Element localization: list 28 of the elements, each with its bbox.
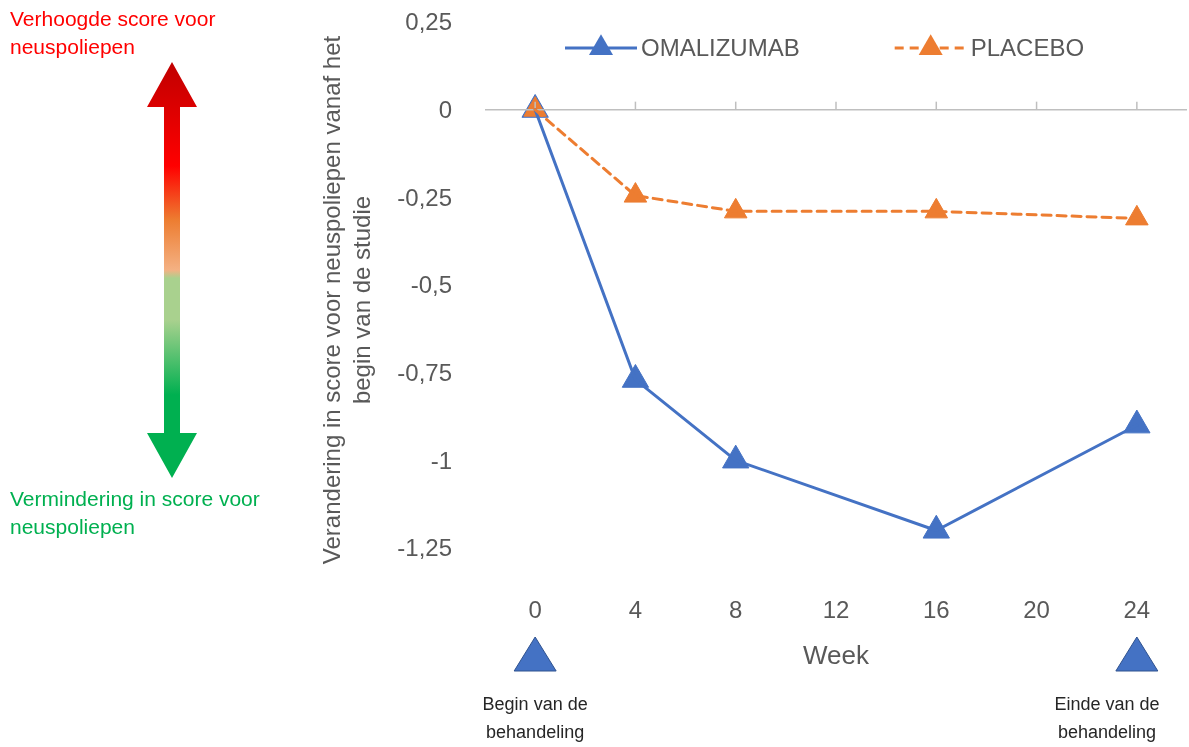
point (1125, 204, 1149, 226)
point (623, 182, 648, 203)
x-tick-label: 12 (822, 596, 850, 623)
point (1123, 409, 1151, 434)
y-tick-label: -1 (430, 446, 452, 474)
text: Verhoogde score voor neuspoliepen (10, 7, 216, 58)
x-tick-label: 20 (1023, 596, 1050, 623)
y-tick-label: 0 (438, 96, 452, 124)
text: Einde van de behandeling (1054, 694, 1160, 742)
y-axis-title: Verandering in score voor neuspoliepen vanaf het begin van de studie (318, 35, 375, 565)
legend-label: PLACEBO (970, 34, 1085, 62)
point (924, 197, 949, 219)
x-tick-label: 24 (1123, 596, 1151, 623)
x-tick-label: 0 (528, 596, 542, 623)
x-tick-label: 8 (729, 596, 743, 623)
text: Vermindering in score voor neuspoliepen (10, 487, 260, 538)
x-axis-title: Week (803, 640, 870, 670)
legend-label: OMALIZUMAB (641, 34, 800, 62)
text: Begin van de behandeling (482, 694, 588, 742)
y-tick-label: 0,25 (405, 8, 452, 36)
y-tick-label: -0,75 (397, 359, 452, 387)
y-tick-label: -1,25 (397, 534, 452, 562)
point (723, 197, 748, 219)
y-tick-label: -0,5 (410, 271, 452, 299)
x-tick-label: 4 (628, 596, 643, 623)
x-tick-label: 16 (922, 596, 950, 623)
point (922, 514, 950, 539)
y-tick-label: -0,25 (397, 183, 452, 211)
